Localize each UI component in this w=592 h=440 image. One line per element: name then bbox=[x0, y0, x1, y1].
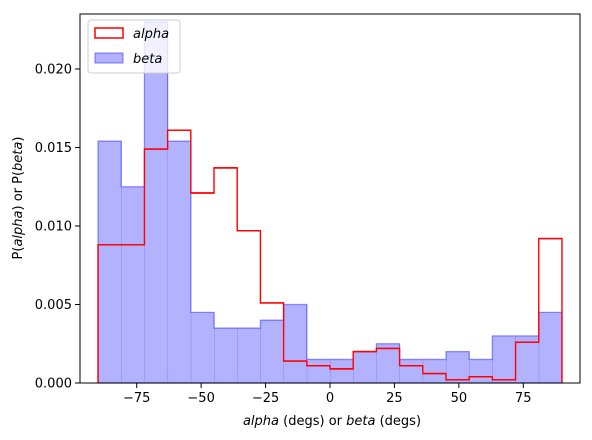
beta-bar-13 bbox=[399, 359, 424, 383]
beta-bar-7 bbox=[260, 320, 285, 383]
series-beta bbox=[97, 21, 563, 384]
beta-bar-10 bbox=[330, 359, 354, 383]
beta-bar-9 bbox=[306, 359, 331, 383]
beta-bar-0 bbox=[98, 141, 122, 383]
x-tick-label: 25 bbox=[386, 391, 403, 406]
beta-bar-3 bbox=[167, 141, 192, 383]
y-tick-label: 0.015 bbox=[35, 141, 72, 156]
plot-area bbox=[97, 21, 563, 384]
beta-bar-18 bbox=[515, 335, 540, 383]
x-tick-label: 50 bbox=[451, 391, 468, 406]
x-axis-label: alpha (degs) or beta (degs) bbox=[243, 414, 421, 429]
beta-bar-8 bbox=[283, 304, 308, 383]
legend-swatch-beta bbox=[94, 52, 124, 64]
y-tick-label: 0.000 bbox=[35, 377, 72, 392]
x-tick-label: 75 bbox=[515, 391, 532, 406]
beta-bar-6 bbox=[237, 328, 261, 383]
beta-bar-16 bbox=[469, 359, 493, 383]
x-tick-label: 0 bbox=[326, 391, 334, 406]
y-tick-label: 0.010 bbox=[35, 219, 72, 234]
beta-bar-4 bbox=[190, 312, 215, 383]
beta-bar-19 bbox=[538, 312, 563, 383]
beta-bar-1 bbox=[121, 186, 145, 383]
x-tick-label: −25 bbox=[252, 391, 279, 406]
legend-label-alpha: alpha bbox=[133, 27, 169, 42]
beta-bar-2 bbox=[144, 21, 169, 383]
legend: alpha beta bbox=[87, 19, 181, 74]
y-axis: 0.000 0.005 0.010 0.015 0.020 bbox=[35, 62, 80, 392]
axes-frame bbox=[79, 13, 581, 384]
x-axis: −75 −50 −25 0 25 50 75 bbox=[123, 383, 532, 406]
beta-bar-12 bbox=[376, 343, 400, 383]
legend-swatch-alpha bbox=[94, 27, 124, 39]
legend-frame bbox=[87, 19, 181, 74]
legend-label-beta: beta bbox=[133, 52, 162, 67]
beta-bar-15 bbox=[445, 351, 470, 383]
y-tick-label: 0.020 bbox=[35, 62, 72, 77]
y-axis-label: P(alpha) or P(beta) bbox=[11, 137, 26, 260]
x-tick-label: −75 bbox=[123, 391, 150, 406]
x-tick-label: −50 bbox=[187, 391, 214, 406]
beta-bar-14 bbox=[422, 359, 447, 383]
beta-bar-17 bbox=[492, 335, 516, 383]
series-alpha bbox=[97, 129, 563, 383]
y-tick-label: 0.005 bbox=[35, 298, 72, 313]
beta-bar-11 bbox=[353, 351, 377, 383]
beta-bar-5 bbox=[214, 328, 238, 383]
